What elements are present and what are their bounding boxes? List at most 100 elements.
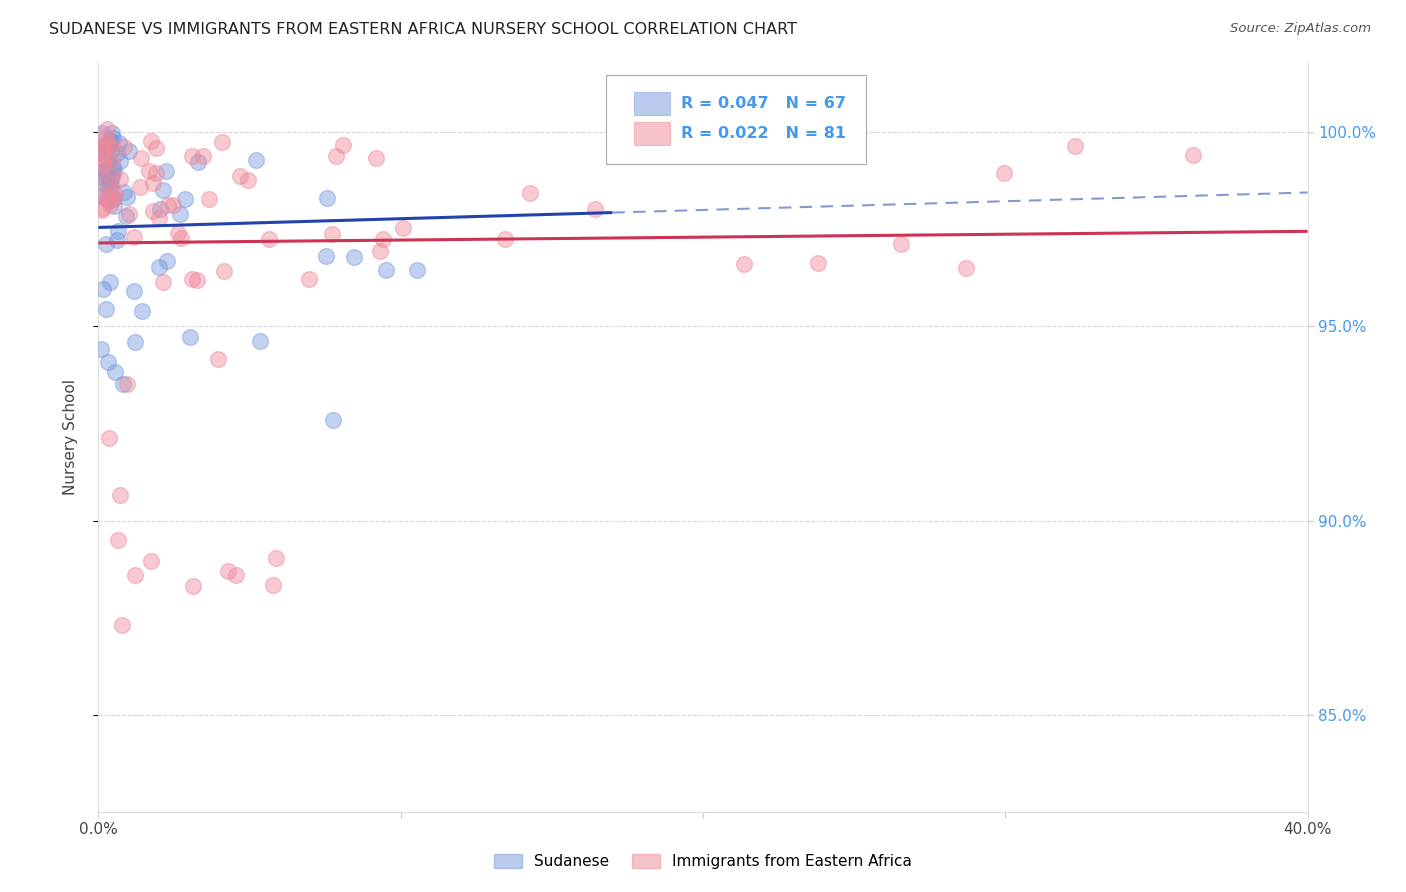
Point bbox=[149, 202, 172, 216]
Point bbox=[148, 260, 170, 275]
Point bbox=[1182, 148, 1205, 162]
Point bbox=[96, 136, 118, 151]
Point bbox=[91, 126, 114, 140]
Point bbox=[104, 186, 127, 201]
Point bbox=[111, 377, 134, 392]
Point bbox=[264, 550, 287, 565]
Point bbox=[494, 232, 516, 246]
Point bbox=[181, 272, 204, 286]
Point bbox=[371, 232, 394, 246]
Point bbox=[97, 139, 120, 153]
Legend: Sudanese, Immigrants from Eastern Africa: Sudanese, Immigrants from Eastern Africa bbox=[488, 847, 918, 875]
Point bbox=[90, 165, 112, 179]
Point bbox=[955, 260, 977, 275]
Point bbox=[100, 177, 122, 191]
Point bbox=[98, 175, 121, 189]
Point bbox=[375, 262, 398, 277]
Point bbox=[262, 578, 284, 592]
Point bbox=[90, 202, 112, 217]
Point bbox=[332, 137, 354, 152]
Point bbox=[115, 377, 138, 392]
Point bbox=[180, 148, 202, 162]
Point bbox=[152, 183, 174, 197]
Point bbox=[90, 202, 112, 216]
Point bbox=[98, 198, 121, 212]
Point bbox=[583, 202, 606, 217]
Point bbox=[117, 207, 139, 221]
Point bbox=[94, 236, 117, 251]
Point bbox=[191, 149, 214, 163]
Point bbox=[97, 140, 120, 154]
Point bbox=[145, 141, 167, 155]
Point bbox=[315, 191, 337, 205]
Point bbox=[103, 192, 125, 206]
Point bbox=[519, 186, 541, 200]
Point bbox=[91, 143, 114, 157]
Point bbox=[98, 431, 121, 445]
Point bbox=[169, 207, 191, 221]
Point bbox=[98, 275, 121, 289]
Point bbox=[321, 227, 343, 242]
Point bbox=[96, 122, 118, 136]
Point bbox=[368, 244, 391, 259]
Point bbox=[1063, 138, 1085, 153]
Point bbox=[97, 188, 120, 202]
Point bbox=[155, 163, 177, 178]
Point bbox=[108, 136, 131, 151]
Point bbox=[124, 230, 146, 244]
Point bbox=[993, 166, 1015, 180]
Point bbox=[207, 351, 229, 366]
Point bbox=[96, 164, 118, 178]
Point bbox=[129, 180, 152, 194]
Y-axis label: Nursery School: Nursery School bbox=[63, 379, 77, 495]
Point bbox=[90, 342, 112, 356]
Point bbox=[97, 155, 120, 169]
Point bbox=[100, 169, 122, 184]
Point bbox=[236, 172, 259, 186]
Point bbox=[105, 234, 128, 248]
Point bbox=[733, 257, 755, 271]
Point bbox=[187, 155, 209, 169]
Point bbox=[101, 130, 124, 145]
Point bbox=[98, 194, 121, 208]
Point bbox=[101, 169, 124, 184]
Point bbox=[142, 204, 165, 219]
Text: R = 0.047   N = 67: R = 0.047 N = 67 bbox=[682, 96, 846, 112]
Point bbox=[315, 249, 337, 263]
Point bbox=[167, 226, 190, 240]
Point bbox=[298, 272, 321, 286]
Point bbox=[96, 138, 118, 153]
Point bbox=[93, 140, 115, 154]
Text: SUDANESE VS IMMIGRANTS FROM EASTERN AFRICA NURSERY SCHOOL CORRELATION CHART: SUDANESE VS IMMIGRANTS FROM EASTERN AFRI… bbox=[49, 22, 797, 37]
Point bbox=[94, 169, 117, 183]
Point bbox=[170, 231, 193, 245]
Point bbox=[141, 135, 163, 149]
Point bbox=[139, 553, 162, 567]
Point bbox=[129, 151, 152, 165]
Point bbox=[108, 172, 131, 186]
Point bbox=[93, 157, 115, 171]
Point bbox=[96, 192, 118, 206]
Point bbox=[96, 165, 118, 179]
Text: Source: ZipAtlas.com: Source: ZipAtlas.com bbox=[1230, 22, 1371, 36]
Point bbox=[94, 150, 117, 164]
Point bbox=[391, 220, 413, 235]
Point bbox=[110, 154, 132, 169]
Point bbox=[131, 304, 153, 318]
Point bbox=[118, 144, 141, 158]
Point bbox=[105, 145, 128, 160]
Point bbox=[152, 276, 174, 290]
Point bbox=[124, 334, 146, 349]
Point bbox=[249, 334, 271, 348]
Point bbox=[217, 565, 239, 579]
Point bbox=[98, 134, 121, 148]
Point bbox=[406, 263, 429, 277]
Point bbox=[198, 192, 221, 206]
Point bbox=[97, 137, 120, 152]
Text: R = 0.022   N = 81: R = 0.022 N = 81 bbox=[682, 126, 846, 141]
Point bbox=[145, 166, 167, 180]
Point bbox=[325, 149, 347, 163]
Point bbox=[94, 130, 117, 145]
Point bbox=[108, 488, 131, 502]
Point bbox=[173, 192, 195, 206]
